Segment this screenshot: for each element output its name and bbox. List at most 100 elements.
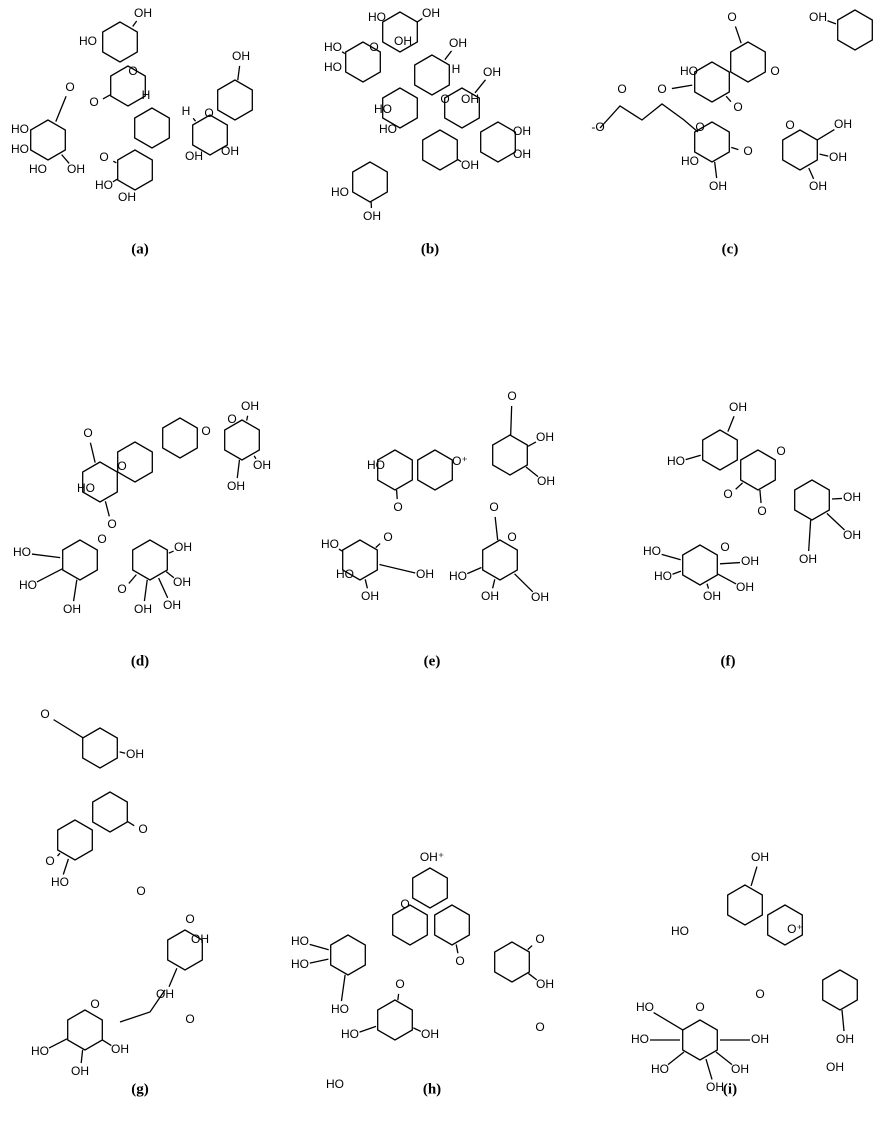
atom-label: OH [134, 602, 152, 616]
atom-label: HO [643, 544, 661, 558]
atom-label: OH [706, 1080, 724, 1094]
atom-label: HO [671, 924, 689, 938]
atom-label: O [440, 92, 449, 106]
atom-label: O [369, 40, 378, 54]
bond [494, 516, 499, 541]
atom-label: O [455, 954, 464, 968]
bond [57, 852, 61, 857]
bond [55, 96, 67, 122]
bond [527, 945, 533, 951]
bond [341, 51, 346, 55]
atom-label: HO [336, 567, 354, 581]
atom-label: HO [79, 34, 97, 48]
atom-label: O [99, 150, 108, 164]
atom-label: O [617, 82, 626, 96]
atom-label: HO [681, 154, 699, 168]
atom-label: OH [513, 124, 531, 138]
bond [653, 1011, 684, 1031]
atom-label: HO [651, 1062, 669, 1076]
atom-label: O [695, 1000, 704, 1014]
bond [491, 579, 496, 589]
ring [682, 1019, 718, 1061]
bond [717, 573, 737, 585]
atom-label: OH [751, 850, 769, 864]
atom-label: OH [703, 589, 721, 603]
bond [168, 550, 174, 554]
bond [527, 441, 537, 447]
atom-label: O [535, 1020, 544, 1034]
atom-label: HO [654, 569, 672, 583]
bond [661, 553, 681, 561]
bond [510, 405, 513, 436]
atom-label: OH [799, 552, 817, 566]
atom-label: OH [829, 150, 847, 164]
ring [767, 904, 803, 946]
bond [128, 574, 137, 584]
atom-label: HO [368, 10, 386, 24]
ring [30, 119, 66, 161]
bond [725, 95, 732, 103]
atom-label: OH [63, 602, 81, 616]
atom-label: O [776, 444, 785, 458]
atom-label: O [720, 540, 729, 554]
atom-label: OH [191, 932, 209, 946]
atom-label: OH [843, 490, 861, 504]
atom-label: OH [416, 567, 434, 581]
bond [759, 489, 762, 504]
atom-label: OH [531, 590, 549, 604]
ring [782, 129, 818, 171]
bond [104, 501, 110, 517]
atom-label: HO [379, 122, 397, 136]
atom-label: OH [709, 179, 727, 193]
bond [340, 974, 346, 1002]
bond [819, 153, 829, 157]
ring [694, 61, 730, 103]
ring [352, 161, 388, 203]
panel-label: (h) [423, 1081, 441, 1097]
bond [719, 561, 741, 565]
bond [457, 158, 462, 163]
ring [134, 107, 170, 149]
atom-label: HO [326, 1077, 344, 1091]
ring [480, 121, 516, 163]
atom-label: HO [324, 40, 342, 54]
ring [392, 904, 428, 946]
bond [467, 566, 482, 575]
bond [89, 442, 96, 463]
atom-label: HO [77, 481, 95, 495]
bond [112, 178, 118, 183]
ring [345, 41, 381, 83]
atom-label: OH [71, 1064, 89, 1078]
atom-label: O⁺ [452, 454, 468, 468]
bond [750, 866, 758, 887]
atom-label: OH [483, 65, 501, 79]
bond [48, 1038, 68, 1049]
ring [682, 544, 718, 586]
bond [338, 548, 343, 552]
atom-label: HO [331, 1002, 349, 1016]
bond [31, 553, 61, 559]
atom-label: O [136, 884, 145, 898]
ring [444, 87, 480, 129]
bond [831, 497, 843, 500]
ring [342, 539, 378, 581]
atom-label: O [97, 532, 106, 546]
atom-label: O [117, 582, 126, 596]
ring [382, 11, 418, 53]
bond [715, 1051, 733, 1066]
ring [167, 929, 203, 971]
bond [309, 958, 329, 964]
atom-label: O [733, 100, 742, 114]
atom-label: OH [185, 149, 203, 163]
atom-label: O [535, 932, 544, 946]
bond [61, 154, 70, 164]
bond [379, 563, 416, 574]
atom-label: O [507, 389, 516, 403]
bond [413, 1027, 422, 1033]
bond [364, 579, 369, 589]
atom-label: O [723, 487, 732, 501]
atom-label: O [507, 530, 516, 544]
atom-label: HO [291, 934, 309, 948]
atom-label: HO [321, 537, 339, 551]
atom-label: O [201, 424, 210, 438]
